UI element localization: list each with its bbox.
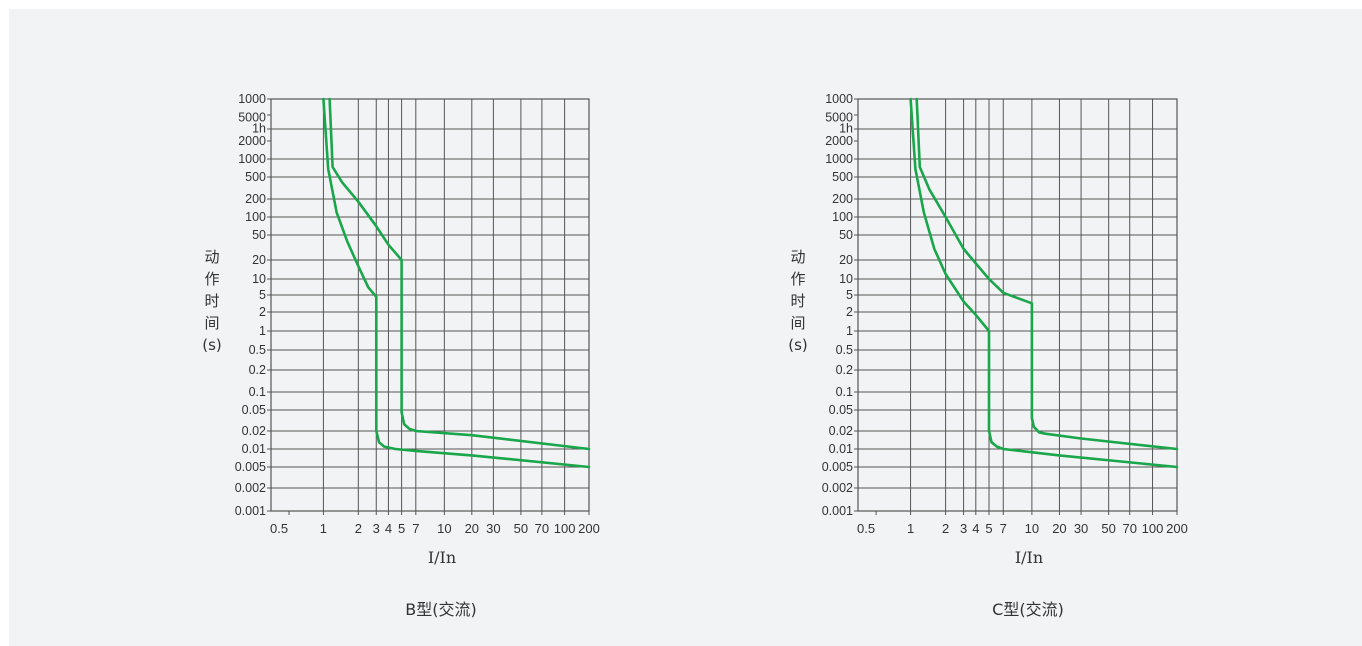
y-tick-label: 0.2 (249, 363, 266, 377)
x-tick-label: 1 (320, 521, 327, 536)
y-axis-label-char: 动 (204, 248, 220, 266)
y-tick-label: 2 (259, 305, 266, 319)
y-tick-label: 0.5 (836, 343, 853, 357)
y-tick-label: 0.002 (235, 481, 266, 495)
y-tick-label: 0.001 (822, 504, 853, 518)
chart-panel: 1000 5000 1h 2000 1000 500 200 100 50 20 10 5 2 1 0.5 0… (9, 9, 1362, 646)
x-tick-label: 10 (1025, 521, 1039, 536)
chart-title: C型(交流) (992, 600, 1064, 619)
y-tick-label: 0.2 (836, 363, 853, 377)
x-tick-label: 70 (535, 521, 549, 536)
y-tick-label: 100 (832, 210, 853, 224)
x-tick-label: 10 (437, 521, 451, 536)
chart-title: B型(交流) (405, 600, 477, 619)
trip-curve-line (322, 97, 591, 469)
y-tick-label: 5000 (238, 111, 266, 125)
y-tick-label: 0.1 (836, 385, 853, 399)
x-tick-label: 30 (1074, 521, 1088, 536)
x-tick-label: 4 (385, 521, 392, 536)
y-tick-label: 0.02 (829, 424, 853, 438)
y-axis-label-char: 动 (790, 248, 806, 266)
x-tick-label: 70 (1122, 521, 1136, 536)
y-axis-label-char: (s) (788, 336, 808, 354)
x-tick-label: 5 (985, 521, 992, 536)
y-tick-label: 1 (846, 324, 853, 338)
x-tick-label: 2 (942, 521, 949, 536)
x-tick-label: 0.5 (857, 521, 875, 536)
x-tick-label: 0.5 (270, 521, 288, 536)
y-tick-label: 500 (245, 170, 266, 184)
x-tick-label: 50 (1101, 521, 1115, 536)
plot-frame (857, 98, 1178, 512)
y-tick-label: 500 (832, 170, 853, 184)
chart-b-type-svg: 100050001h200010005002001005020105210.50… (235, 92, 600, 536)
y-axis-label-char: 时 (790, 292, 806, 310)
y-tick-label: 0.1 (249, 385, 266, 399)
y-tick-label: 10 (252, 272, 266, 286)
y-axis-label: 动 作 时 间 (s) (786, 246, 810, 356)
y-tick-label: 0.005 (235, 460, 266, 474)
y-tick-label: 20 (839, 253, 853, 267)
y-tick-label: 200 (245, 192, 266, 206)
y-tick-label: 5 (259, 288, 266, 302)
y-axis-label-char: 间 (204, 314, 220, 332)
y-tick-label: 1000 (825, 92, 853, 106)
x-tick-label: 20 (465, 521, 479, 536)
x-tick-label: 7 (412, 521, 419, 536)
y-tick-label: 20 (252, 253, 266, 267)
x-tick-label: 200 (1166, 521, 1188, 536)
y-tick-label: 1000 (238, 92, 266, 106)
y-tick-label: 0.002 (822, 481, 853, 495)
y-axis-label-char: 作 (790, 270, 806, 288)
y-tick-label: 100 (245, 210, 266, 224)
y-tick-label: 50 (252, 228, 266, 242)
x-tick-label: 1 (907, 521, 914, 536)
y-axis-label-char: (s) (202, 336, 222, 354)
y-tick-label: 1 (259, 324, 266, 338)
y-tick-label: 0.01 (829, 442, 853, 456)
chart-c-type-svg: 100050001h200010005002001005020105210.50… (822, 92, 1188, 536)
y-axis-label-char: 时 (204, 292, 220, 310)
y-tick-label: 1h (839, 122, 853, 136)
x-tick-label: 3 (373, 521, 380, 536)
y-axis-label-char: 作 (204, 270, 220, 288)
x-tick-label: 5 (398, 521, 405, 536)
y-tick-label: 2 (846, 305, 853, 319)
x-tick-label: 3 (960, 521, 967, 536)
y-axis-label: 动 作 时 间 (s) (200, 246, 224, 356)
x-tick-label: 200 (578, 521, 600, 536)
trip-curve-line (328, 97, 591, 451)
y-tick-label: 200 (832, 192, 853, 206)
y-tick-label: 0.01 (242, 442, 266, 456)
x-tick-label: 50 (514, 521, 528, 536)
x-tick-label: 2 (355, 521, 362, 536)
x-tick-label: 100 (1142, 521, 1164, 536)
plot-frame (270, 98, 590, 512)
y-axis-label-char: 间 (790, 314, 806, 332)
y-tick-label: 1000 (238, 152, 266, 166)
y-tick-label: 1h (252, 122, 266, 136)
x-tick-label: 20 (1052, 521, 1066, 536)
y-tick-label: 2000 (825, 134, 853, 148)
y-tick-label: 5000 (825, 111, 853, 125)
y-tick-label: 0.05 (242, 403, 266, 417)
x-axis-label: I/In (1014, 548, 1044, 567)
trip-curve-line (915, 97, 1179, 451)
x-tick-label: 4 (972, 521, 979, 536)
y-tick-label: 10 (839, 272, 853, 286)
y-tick-label: 5 (846, 288, 853, 302)
x-axis-label: I/In (427, 548, 457, 567)
y-tick-label: 0.02 (242, 424, 266, 438)
y-tick-label: 0.05 (829, 403, 853, 417)
x-tick-label: 100 (554, 521, 576, 536)
y-tick-label: 50 (839, 228, 853, 242)
x-tick-label: 30 (486, 521, 500, 536)
y-tick-label: 0.005 (822, 460, 853, 474)
x-tick-label: 7 (1000, 521, 1007, 536)
y-tick-label: 0.5 (249, 343, 266, 357)
y-tick-label: 2000 (238, 134, 266, 148)
y-tick-label: 0.001 (235, 504, 266, 518)
y-tick-label: 1000 (825, 152, 853, 166)
trip-curve-line (909, 97, 1179, 469)
